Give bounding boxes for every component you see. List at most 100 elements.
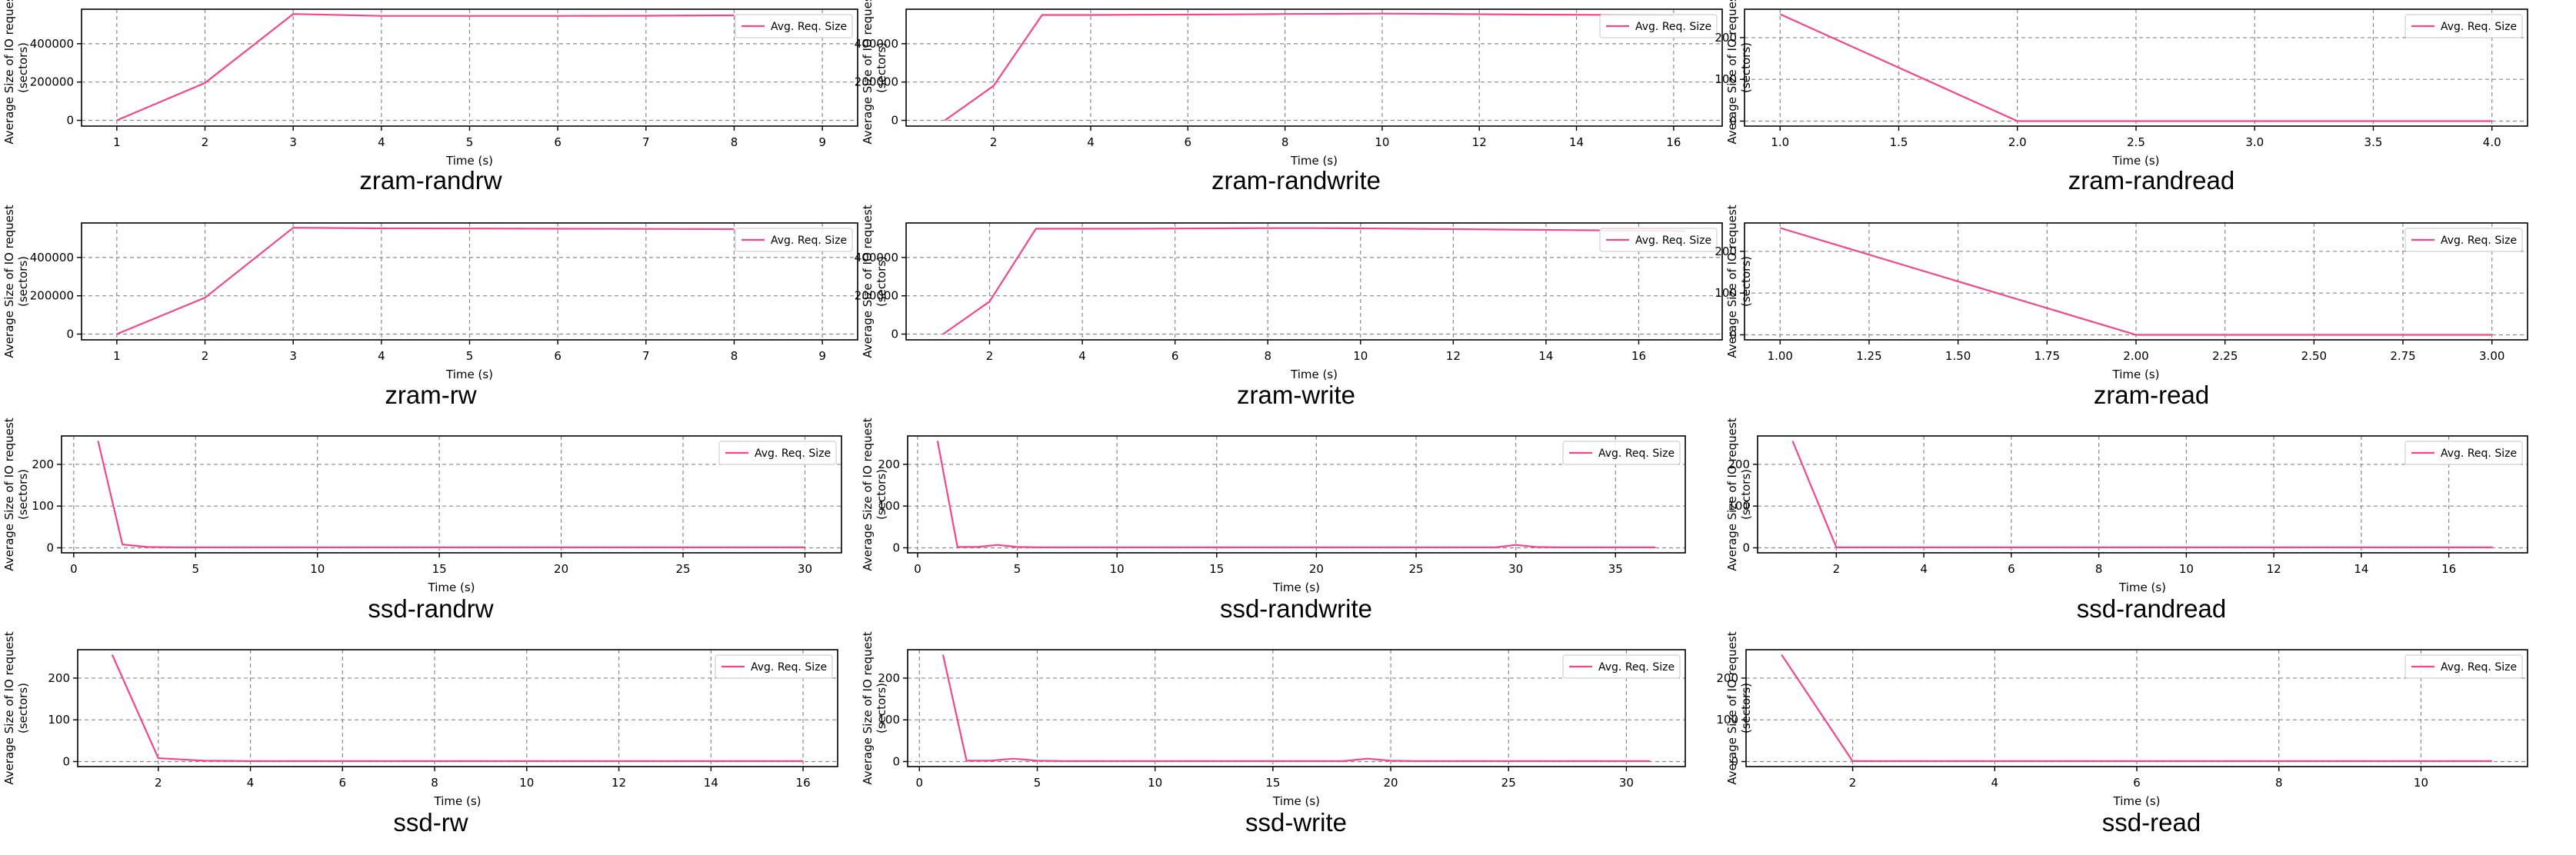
x-tick-label: 35 (1608, 562, 1623, 576)
x-tick-label: 8 (1264, 349, 1271, 363)
x-tick-label: 10 (1375, 135, 1389, 149)
y-axis-label-line: Average Size of IO request (1725, 0, 1739, 145)
x-tick-label: 8 (2275, 776, 2283, 790)
series-line (944, 12, 1674, 121)
x-tick-label: 3 (289, 349, 297, 363)
x-tick-label: 30 (1619, 776, 1634, 790)
series-line (936, 441, 1656, 549)
y-axis-label-line: (sectors) (16, 683, 30, 734)
x-tick-label: 14 (704, 776, 718, 790)
x-tick-label: 6 (1171, 349, 1179, 363)
panel-title: ssd-randwrite (1219, 594, 1373, 623)
y-axis-label-line: Average Size of IO request (2, 418, 16, 571)
y-tick-label: 200 (32, 457, 54, 471)
y-axis-label-line: (sectors) (1739, 683, 1753, 734)
x-tick-label: 16 (1631, 349, 1646, 363)
x-tick-label: 8 (431, 776, 438, 790)
y-tick-label: 100 (48, 713, 70, 727)
x-tick-label: 6 (1185, 135, 1192, 149)
y-axis-label: Average Size of IO request(sectors) (2, 0, 30, 145)
legend: Avg. Req. Size (1562, 654, 1681, 679)
legend: Avg. Req. Size (2404, 228, 2523, 252)
y-axis-label: Average Size of IO request(sectors) (1725, 0, 1753, 145)
y-tick-label: 200000 (30, 75, 74, 89)
y-tick-label: 200 (1728, 457, 1750, 471)
x-tick-label: 4.0 (2483, 135, 2501, 149)
legend-box (2404, 14, 2523, 38)
y-tick-label: 0 (891, 328, 898, 341)
y-tick-label: 100 (32, 499, 54, 513)
x-tick-label: 3.0 (2245, 135, 2264, 149)
x-tick-label: 14 (2354, 562, 2368, 576)
legend-box (715, 654, 833, 679)
series-line (1779, 13, 2492, 122)
x-axis-label: Time (s) (2112, 154, 2160, 168)
x-tick-label: 6 (339, 776, 347, 790)
axes-frame (61, 435, 842, 554)
legend-label: Avg. Req. Size (1598, 661, 1675, 674)
panel-title: zram-randrw (359, 166, 502, 195)
x-tick-label: 12 (612, 776, 626, 790)
legend-label: Avg. Req. Size (2441, 661, 2517, 674)
legend-label: Avg. Req. Size (2441, 235, 2517, 247)
y-tick-label: 0 (892, 541, 900, 554)
y-axis-label-line: Average Size of IO request (2, 631, 16, 784)
legend-label: Avg. Req. Size (1635, 235, 1711, 247)
x-tick-label: 1.00 (1768, 349, 1793, 363)
panel-title: zram-randread (2068, 166, 2235, 195)
x-tick-label: 25 (1501, 776, 1516, 790)
x-tick-label: 9 (818, 135, 826, 149)
y-tick-label: 200 (1715, 31, 1737, 45)
x-tick-label: 0 (916, 776, 924, 790)
x-axis-label: Time (s) (1290, 154, 1338, 168)
x-axis-label: Time (s) (2112, 368, 2160, 381)
y-tick-label: 0 (1742, 541, 1750, 554)
x-tick-label: 4 (1087, 135, 1095, 149)
x-axis-label: Time (s) (2118, 581, 2166, 594)
x-tick-label: 6 (554, 349, 562, 363)
x-tick-label: 5 (192, 562, 200, 576)
legend-box (2404, 228, 2523, 252)
x-tick-label: 2.75 (2390, 349, 2415, 363)
panel-title: ssd-randrw (368, 594, 494, 623)
x-tick-label: 2.00 (2123, 349, 2148, 363)
x-tick-label: 2.5 (2127, 135, 2145, 149)
y-axis-label-line: (sectors) (16, 42, 30, 93)
y-axis-label-line: (sectors) (16, 256, 30, 307)
legend: Avg. Req. Size (2404, 441, 2523, 465)
x-tick-label: 10 (1148, 776, 1162, 790)
legend: Avg. Req. Size (715, 654, 833, 679)
panel-title: ssd-read (2101, 808, 2201, 837)
y-axis-label-line: Average Size of IO request (861, 205, 875, 358)
x-tick-label: 7 (642, 349, 650, 363)
y-tick-label: 200 (1716, 671, 1738, 685)
series-line (942, 227, 1685, 335)
panel-title: ssd-randread (2076, 594, 2227, 623)
legend: Avg. Req. Size (1599, 228, 1718, 252)
legend: Avg. Req. Size (735, 14, 853, 38)
legend-label: Avg. Req. Size (1635, 21, 1711, 33)
y-tick-label: 400000 (855, 251, 898, 264)
x-tick-label: 0 (70, 562, 78, 576)
y-axis-label-line: Average Size of IO request (1725, 418, 1739, 571)
legend-label: Avg. Req. Size (1598, 447, 1675, 460)
x-axis-label: Time (s) (434, 794, 482, 808)
legend: Avg. Req. Size (735, 228, 853, 252)
y-tick-label: 200 (878, 457, 900, 471)
axes-frame (907, 649, 1686, 767)
x-tick-label: 20 (554, 562, 568, 576)
x-tick-label: 10 (519, 776, 534, 790)
y-tick-label: 100 (878, 499, 900, 513)
y-axis-label-line: (sectors) (1739, 42, 1753, 93)
